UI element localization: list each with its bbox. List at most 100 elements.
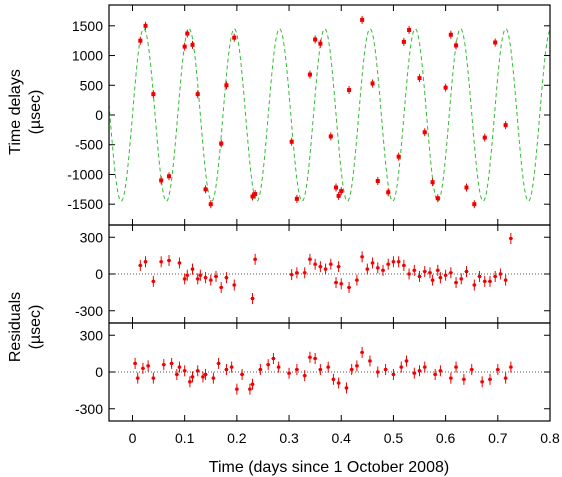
residual-point: [417, 270, 422, 282]
data-point: [151, 90, 156, 99]
point-marker: [423, 365, 427, 369]
point-marker: [509, 365, 513, 369]
y-tick-label: -300: [75, 401, 103, 417]
model-curve: [108, 28, 551, 202]
point-marker: [496, 368, 500, 372]
point-marker: [214, 274, 218, 278]
residual-point: [167, 255, 172, 267]
point-marker: [159, 260, 163, 264]
point-marker: [360, 17, 365, 22]
point-marker: [295, 368, 299, 372]
data-point: [159, 176, 164, 185]
residual-point: [336, 261, 341, 273]
residual-point: [354, 274, 359, 286]
point-marker: [191, 267, 195, 271]
data-point: [203, 185, 208, 194]
x-tick-label: 0.3: [279, 430, 299, 446]
point-marker: [464, 185, 469, 190]
point-marker: [196, 369, 200, 373]
point-marker: [493, 40, 498, 45]
y-tick-label: -1000: [67, 166, 103, 182]
data-point: [336, 191, 341, 200]
point-marker: [191, 375, 195, 379]
data-point: [224, 81, 229, 90]
point-marker: [177, 261, 181, 265]
residual-point: [459, 273, 464, 285]
point-marker: [381, 268, 385, 272]
x-tick-label: 0.5: [384, 430, 404, 446]
point-marker: [344, 386, 348, 390]
residual-point: [253, 253, 258, 265]
residual-point: [422, 266, 427, 278]
y-tick-label: 1000: [72, 48, 103, 64]
residual-point: [344, 382, 349, 394]
point-marker: [337, 381, 341, 385]
data-point: [253, 190, 258, 199]
residual-point: [370, 257, 375, 269]
residual-point: [367, 355, 372, 367]
residual-point: [438, 365, 443, 377]
residual-point: [232, 279, 237, 291]
point-marker: [251, 382, 255, 386]
point-marker: [360, 255, 364, 259]
residual-point: [161, 359, 166, 371]
data-point: [464, 183, 469, 192]
point-marker: [141, 366, 145, 370]
residual-point: [427, 267, 432, 279]
point-marker: [454, 43, 459, 48]
point-marker: [329, 262, 333, 266]
point-marker: [232, 283, 236, 287]
point-marker: [488, 279, 492, 283]
residual-point: [401, 259, 406, 271]
residual-point: [182, 365, 187, 377]
residual-point: [307, 253, 312, 265]
point-marker: [277, 365, 281, 369]
data-point: [339, 187, 344, 196]
point-marker: [396, 154, 401, 159]
point-marker: [224, 276, 228, 280]
residual-point: [174, 368, 179, 380]
point-marker: [177, 365, 181, 369]
residual-point: [493, 270, 498, 282]
residual-point: [203, 368, 208, 380]
y-tick-label: 300: [80, 229, 104, 245]
point-marker: [287, 371, 291, 375]
point-marker: [375, 179, 380, 183]
point-marker: [371, 261, 375, 265]
residual-point: [140, 362, 145, 374]
residual-point: [433, 368, 438, 380]
residual-point: [482, 275, 487, 287]
residual-point: [430, 274, 435, 286]
point-marker: [159, 178, 164, 183]
point-marker: [334, 185, 339, 190]
point-marker: [431, 278, 435, 282]
point-marker: [328, 134, 333, 139]
residual-point: [187, 376, 192, 388]
point-marker: [151, 376, 155, 380]
point-marker: [412, 371, 416, 375]
data-point: [417, 74, 422, 83]
residual-point: [151, 275, 156, 287]
point-marker: [391, 372, 395, 376]
data-point: [347, 86, 352, 95]
residual-point: [480, 376, 485, 388]
residual-point: [177, 361, 182, 373]
point-marker: [201, 375, 205, 379]
residual-point: [334, 277, 339, 289]
point-marker: [412, 268, 416, 272]
point-marker: [355, 278, 359, 282]
point-marker: [422, 130, 427, 135]
data-point: [195, 90, 200, 99]
x-tick-label: 0.4: [332, 430, 352, 446]
point-marker: [190, 42, 195, 47]
residual-point: [302, 370, 307, 382]
point-marker: [391, 260, 395, 264]
point-marker: [365, 267, 369, 271]
point-marker: [336, 193, 341, 198]
residual-point: [135, 372, 140, 384]
y-axis-title-top-line2: (µsec): [27, 90, 44, 135]
residual-point: [146, 360, 151, 372]
point-marker: [386, 190, 391, 195]
point-marker: [430, 180, 435, 185]
residual-point: [224, 364, 229, 376]
